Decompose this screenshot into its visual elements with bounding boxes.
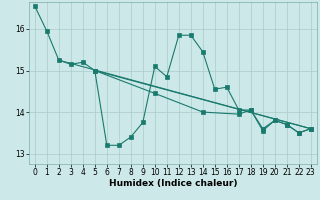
X-axis label: Humidex (Indice chaleur): Humidex (Indice chaleur) — [108, 179, 237, 188]
